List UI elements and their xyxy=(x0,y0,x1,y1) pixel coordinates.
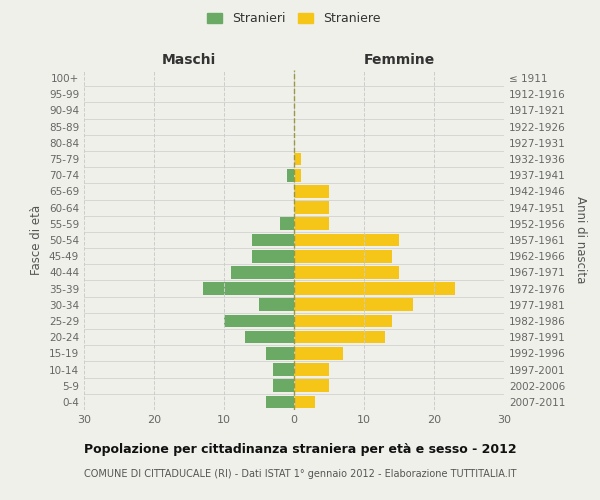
Bar xyxy=(245,331,294,344)
Y-axis label: Fasce di età: Fasce di età xyxy=(31,205,43,275)
Bar xyxy=(294,363,329,376)
Bar xyxy=(294,234,399,246)
Bar xyxy=(294,202,329,214)
Bar xyxy=(252,250,294,262)
Bar xyxy=(294,218,329,230)
Bar xyxy=(294,347,343,360)
Text: Femmine: Femmine xyxy=(364,53,434,67)
Bar xyxy=(294,396,315,408)
Bar xyxy=(252,234,294,246)
Bar xyxy=(280,218,294,230)
Bar xyxy=(294,266,399,278)
Bar xyxy=(259,298,294,311)
Bar xyxy=(294,298,413,311)
Bar xyxy=(273,363,294,376)
Text: COMUNE DI CITTADUCALE (RI) - Dati ISTAT 1° gennaio 2012 - Elaborazione TUTTITALI: COMUNE DI CITTADUCALE (RI) - Dati ISTAT … xyxy=(84,469,516,479)
Bar xyxy=(294,250,392,262)
Bar xyxy=(231,266,294,278)
Y-axis label: Anni di nascita: Anni di nascita xyxy=(574,196,587,284)
Bar xyxy=(266,347,294,360)
Bar xyxy=(294,152,301,166)
Bar xyxy=(294,331,385,344)
Legend: Stranieri, Straniere: Stranieri, Straniere xyxy=(203,8,385,29)
Bar xyxy=(287,169,294,181)
Bar xyxy=(273,380,294,392)
Bar xyxy=(294,282,455,295)
Bar xyxy=(203,282,294,295)
Text: Maschi: Maschi xyxy=(162,53,216,67)
Text: Popolazione per cittadinanza straniera per età e sesso - 2012: Popolazione per cittadinanza straniera p… xyxy=(83,442,517,456)
Bar xyxy=(294,169,301,181)
Bar xyxy=(266,396,294,408)
Bar xyxy=(294,314,392,328)
Bar xyxy=(294,380,329,392)
Bar xyxy=(294,185,329,198)
Bar xyxy=(224,314,294,328)
